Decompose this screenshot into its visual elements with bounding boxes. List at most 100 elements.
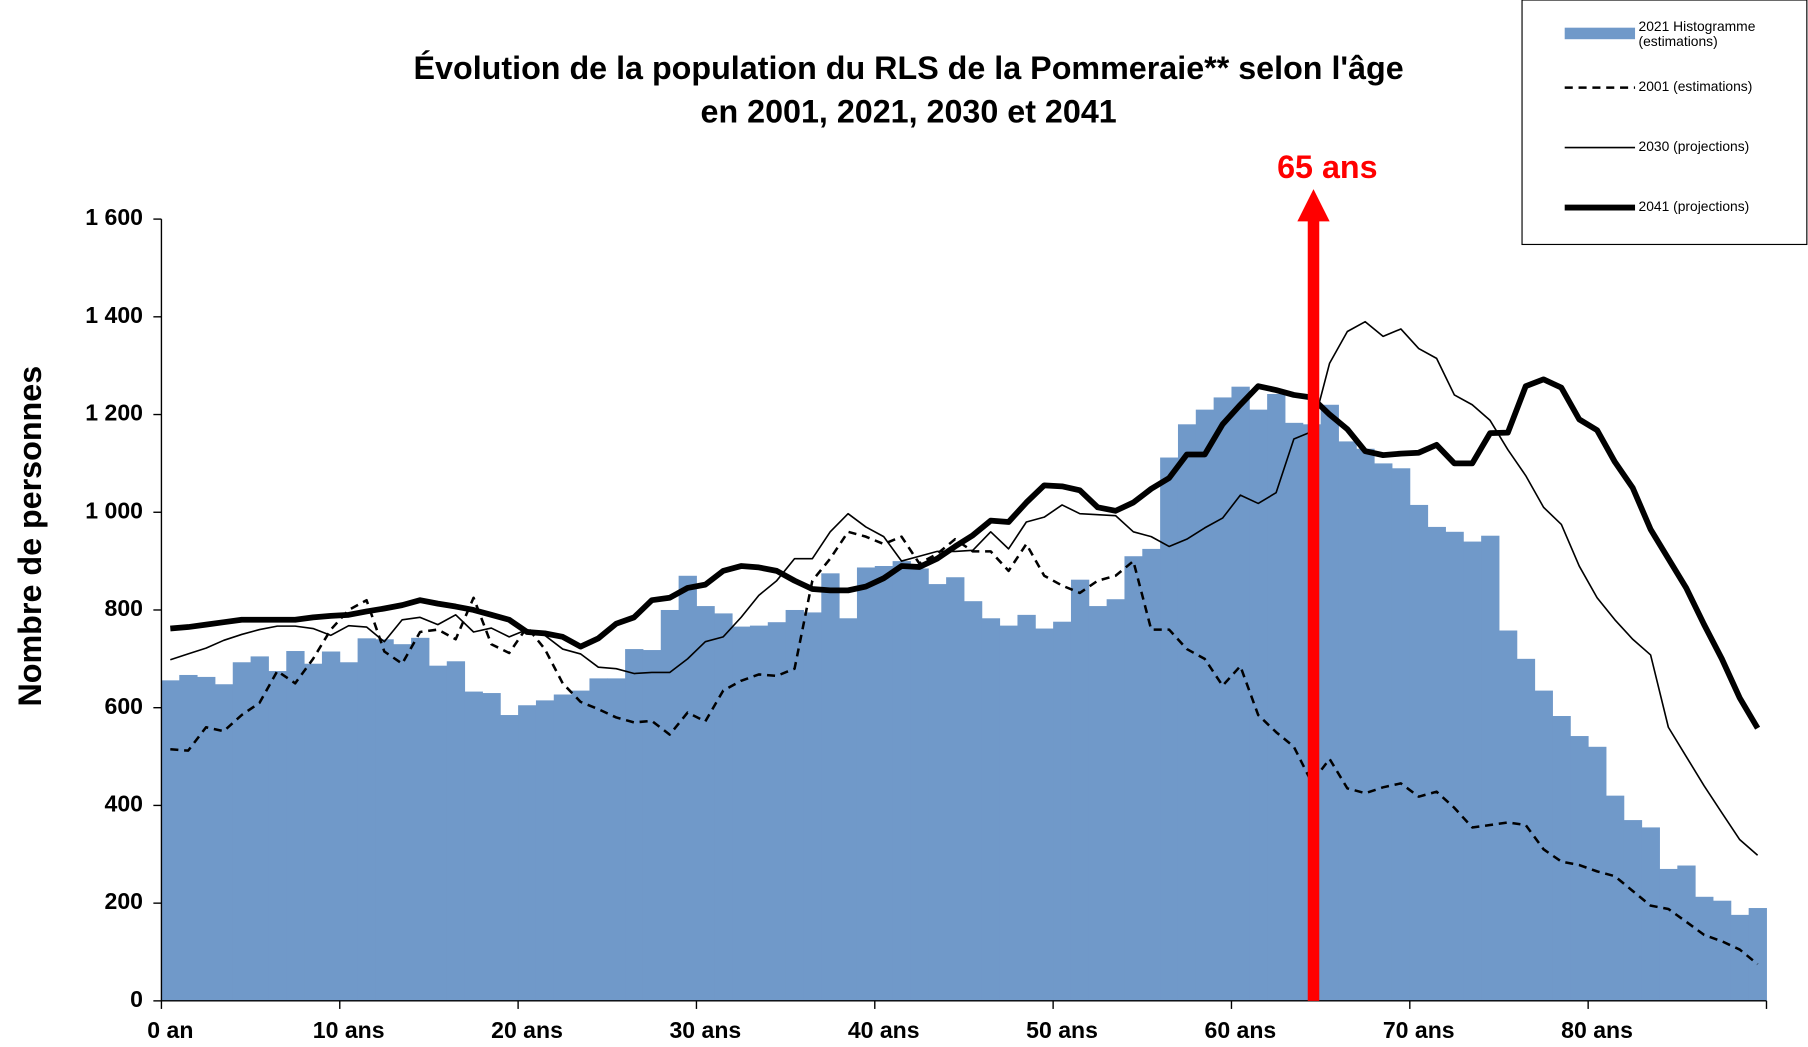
bar	[749, 625, 769, 1001]
y-tick-label: 200	[105, 888, 143, 914]
bar	[1142, 548, 1161, 1001]
bar	[214, 684, 234, 1001]
bar	[910, 568, 929, 1001]
arrow-head	[1297, 189, 1330, 222]
bar	[963, 601, 983, 1001]
bar	[1712, 900, 1732, 1001]
annotation: 65 ans	[1277, 149, 1377, 185]
bar	[1249, 409, 1268, 1001]
bar	[393, 644, 412, 1001]
y-tick-label: 0	[130, 986, 143, 1012]
bar	[1623, 820, 1643, 1001]
bar	[1605, 795, 1625, 1001]
bar	[1570, 736, 1589, 1001]
bar	[339, 662, 359, 1001]
bar	[1284, 422, 1304, 1001]
bar	[874, 566, 894, 1001]
bar	[197, 676, 216, 1001]
bar	[464, 691, 483, 1001]
x-tick-label: 10 ans	[313, 1017, 385, 1043]
bar	[553, 694, 573, 1001]
bar	[1213, 397, 1232, 1001]
legend-label: 2021 Histogramme (estimations)	[1638, 19, 1756, 50]
bar	[732, 626, 751, 1001]
x-tick-label: 80 ans	[1561, 1017, 1633, 1043]
bar	[375, 639, 394, 1001]
bar	[286, 651, 305, 1001]
bar	[803, 612, 822, 1001]
bar	[839, 618, 858, 1001]
bar	[607, 678, 626, 1001]
bar	[1588, 746, 1607, 1001]
y-tick-label: 600	[105, 693, 143, 719]
bar	[1516, 658, 1536, 1001]
bar	[1748, 908, 1767, 1001]
line-series	[170, 376, 1761, 730]
bar	[1035, 628, 1054, 1001]
bar	[1677, 865, 1696, 1001]
bar	[625, 649, 644, 1001]
bar	[1017, 614, 1036, 1001]
legend-box	[1521, 0, 1808, 246]
legend-swatch	[1564, 27, 1636, 40]
bar	[1231, 386, 1250, 1001]
bar	[268, 671, 287, 1001]
x-tick-label: 70 ans	[1383, 1017, 1455, 1043]
bar	[999, 625, 1018, 1001]
x-tick-label: 40 ans	[848, 1017, 920, 1043]
x-tick-label: 60 ans	[1205, 1017, 1277, 1043]
bar	[428, 665, 448, 1001]
bar	[1695, 896, 1714, 1001]
x-tick-label: 20 ans	[491, 1017, 563, 1043]
y-tick-label: 1 000	[85, 497, 143, 523]
bar	[892, 561, 911, 1001]
bar	[1463, 541, 1482, 1001]
bar	[1267, 394, 1286, 1001]
bar	[1552, 716, 1571, 1001]
bar	[1374, 463, 1393, 1001]
bar	[1177, 424, 1197, 1001]
bar	[1070, 579, 1090, 1001]
y-axis-label: Nombre de personnes	[12, 366, 48, 707]
chart-title: Évolution de la population du RLS de la …	[414, 50, 1404, 86]
bar	[1088, 606, 1108, 1001]
legend-label: 2030 (projections)	[1638, 138, 1750, 155]
arrow-shaft	[1307, 216, 1320, 1001]
bar	[981, 618, 1001, 1001]
bar	[1659, 868, 1678, 1001]
bar	[250, 656, 269, 1001]
bar	[1356, 448, 1375, 1001]
y-tick-label: 800	[105, 595, 143, 621]
y-tick-label: 1 400	[85, 302, 143, 328]
y-tick-label: 400	[105, 791, 143, 817]
bar	[1053, 621, 1072, 1001]
bar	[678, 575, 697, 1001]
bar	[1320, 404, 1339, 1001]
legend-label: 2041 (projections)	[1638, 198, 1750, 215]
bar	[1195, 409, 1215, 1001]
legend-item: 2001 (estimations)	[1639, 79, 1753, 94]
bar	[1498, 630, 1518, 1001]
legend-item: 2021 Histogramme (estimations)	[1638, 19, 1756, 50]
bar	[785, 609, 804, 1001]
bar	[589, 678, 608, 1001]
legend-item: 2030 (projections)	[1638, 138, 1750, 155]
bar	[660, 609, 680, 1001]
bar	[321, 651, 341, 1001]
line-series	[170, 320, 1759, 856]
bar	[696, 606, 715, 1001]
bar	[357, 638, 376, 1001]
bar	[571, 690, 590, 1001]
bar	[304, 663, 323, 1001]
bar	[482, 693, 501, 1001]
bar	[1338, 441, 1357, 1001]
bar	[535, 700, 555, 1001]
legend-item: 2041 (projections)	[1638, 198, 1750, 215]
bar	[232, 662, 252, 1001]
bar	[1409, 504, 1429, 1001]
x-tick-label: 0 an	[147, 1017, 193, 1043]
bar	[928, 584, 947, 1001]
bar	[1641, 827, 1660, 1001]
bar	[1160, 457, 1179, 1001]
